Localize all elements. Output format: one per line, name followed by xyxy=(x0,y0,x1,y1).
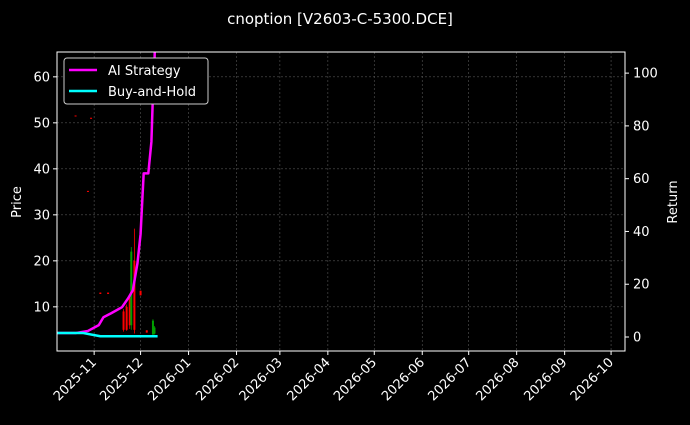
chart-title: cnoption [V2603-C-5300.DCE] xyxy=(227,10,453,28)
x-tick-label: 2026-08 xyxy=(473,355,522,404)
legend-label-ai: AI Strategy xyxy=(108,64,181,79)
y2-tick-label: 0 xyxy=(633,331,641,346)
candle-body xyxy=(107,292,110,294)
y2-tick-label: 100 xyxy=(633,67,658,82)
candle-body xyxy=(74,115,77,117)
y-axis-label: Price xyxy=(10,186,25,218)
x-tick-label: 2026-04 xyxy=(285,355,334,404)
y2-tick-label: 80 xyxy=(633,119,650,134)
y2-tick-label: 60 xyxy=(633,172,650,187)
candle-body xyxy=(145,330,148,333)
x-tick-label: 2026-02 xyxy=(193,355,242,404)
candle-body xyxy=(86,190,89,192)
legend-label-bh: Buy-and-Hold xyxy=(108,85,196,100)
y-tick-label: 30 xyxy=(33,208,50,223)
candle-body xyxy=(153,327,156,334)
plot-frame xyxy=(56,51,626,352)
axes: 2025-112025-122026-012026-022026-032026-… xyxy=(33,67,657,405)
series-lines xyxy=(57,52,158,338)
candle-body xyxy=(122,311,125,330)
series-line-buy-and-hold xyxy=(57,331,158,338)
y-tick-label: 10 xyxy=(33,300,50,315)
candle-body xyxy=(130,251,133,326)
x-tick-label: 2026-01 xyxy=(145,355,194,404)
series-line-ai-strategy xyxy=(57,52,156,335)
x-tick-label: 2026-05 xyxy=(331,355,380,404)
y2-axis-label: Return xyxy=(666,180,681,223)
candle-body xyxy=(133,260,136,330)
candle-body xyxy=(125,306,128,330)
x-tick-label: 2025-12 xyxy=(97,355,146,404)
x-tick-label: 2026-09 xyxy=(521,355,570,404)
x-tick-label: 2026-06 xyxy=(379,355,428,404)
x-tick-label: 2026-10 xyxy=(568,355,617,404)
grid xyxy=(57,52,625,351)
candle-body xyxy=(151,320,154,335)
candles xyxy=(74,115,156,337)
legend: AI Strategy Buy-and-Hold xyxy=(63,57,209,105)
candle-body xyxy=(90,117,93,119)
y-tick-label: 50 xyxy=(33,116,50,131)
y-tick-label: 40 xyxy=(33,162,50,177)
legend-box xyxy=(63,57,209,105)
x-tick-label: 2026-07 xyxy=(425,355,474,404)
y2-tick-label: 40 xyxy=(633,225,650,240)
y-tick-label: 20 xyxy=(33,254,50,269)
y2-tick-label: 20 xyxy=(633,278,650,293)
y-tick-label: 60 xyxy=(33,70,50,85)
x-tick-label: 2026-03 xyxy=(237,355,286,404)
x-tick-label: 2025-11 xyxy=(51,355,100,404)
candle-body xyxy=(128,297,131,326)
candle-body xyxy=(139,290,142,296)
candle-body xyxy=(99,292,102,294)
